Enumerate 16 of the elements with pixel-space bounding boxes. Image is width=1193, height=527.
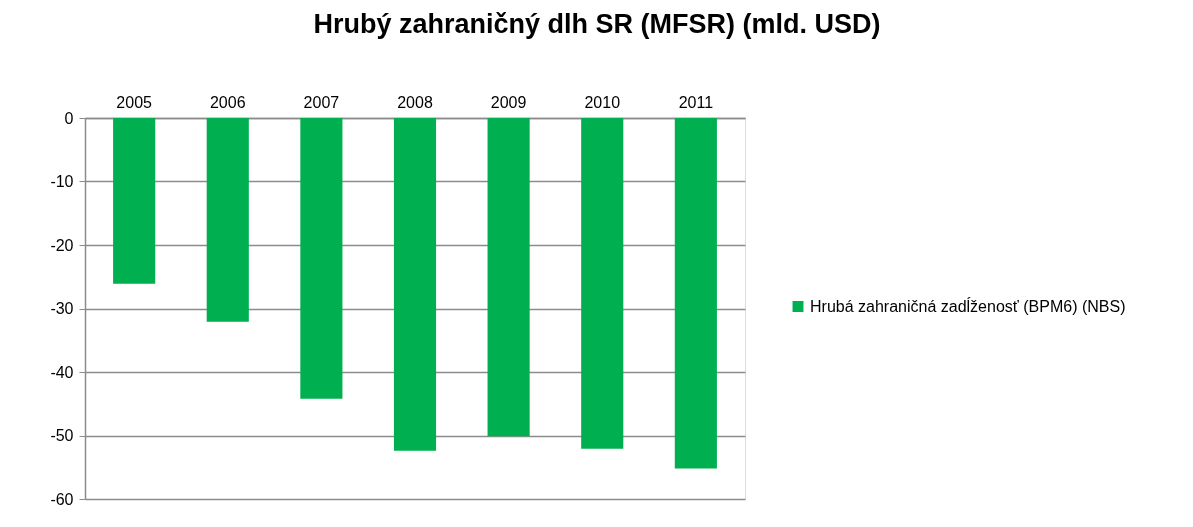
x-tick-label: 2007	[303, 93, 340, 111]
chart-title: Hrubý zahraničný dlh SR (MFSR) (mld. USD)	[313, 9, 881, 39]
x-tick-label: 2006	[209, 93, 246, 111]
y-tick-label: -60	[50, 490, 74, 508]
y-tick-label: -30	[50, 300, 74, 317]
y-tick-label: -20	[50, 236, 74, 254]
y-tick-label: 0	[64, 109, 74, 127]
y-tick-label: -50	[50, 427, 74, 444]
x-tick-label: 2008	[397, 93, 433, 111]
legend-label: Hrubá zahraničná zadĺženosť (BPM6) (NBS)	[810, 296, 1126, 315]
x-tick-label: 2009	[490, 93, 527, 111]
y-tick-label: -10	[50, 173, 74, 190]
x-tick-label: 2005	[116, 93, 153, 111]
x-tick-label: 2010	[584, 93, 621, 111]
y-tick-label: -40	[50, 363, 74, 381]
x-tick-label: 2011	[678, 93, 714, 111]
